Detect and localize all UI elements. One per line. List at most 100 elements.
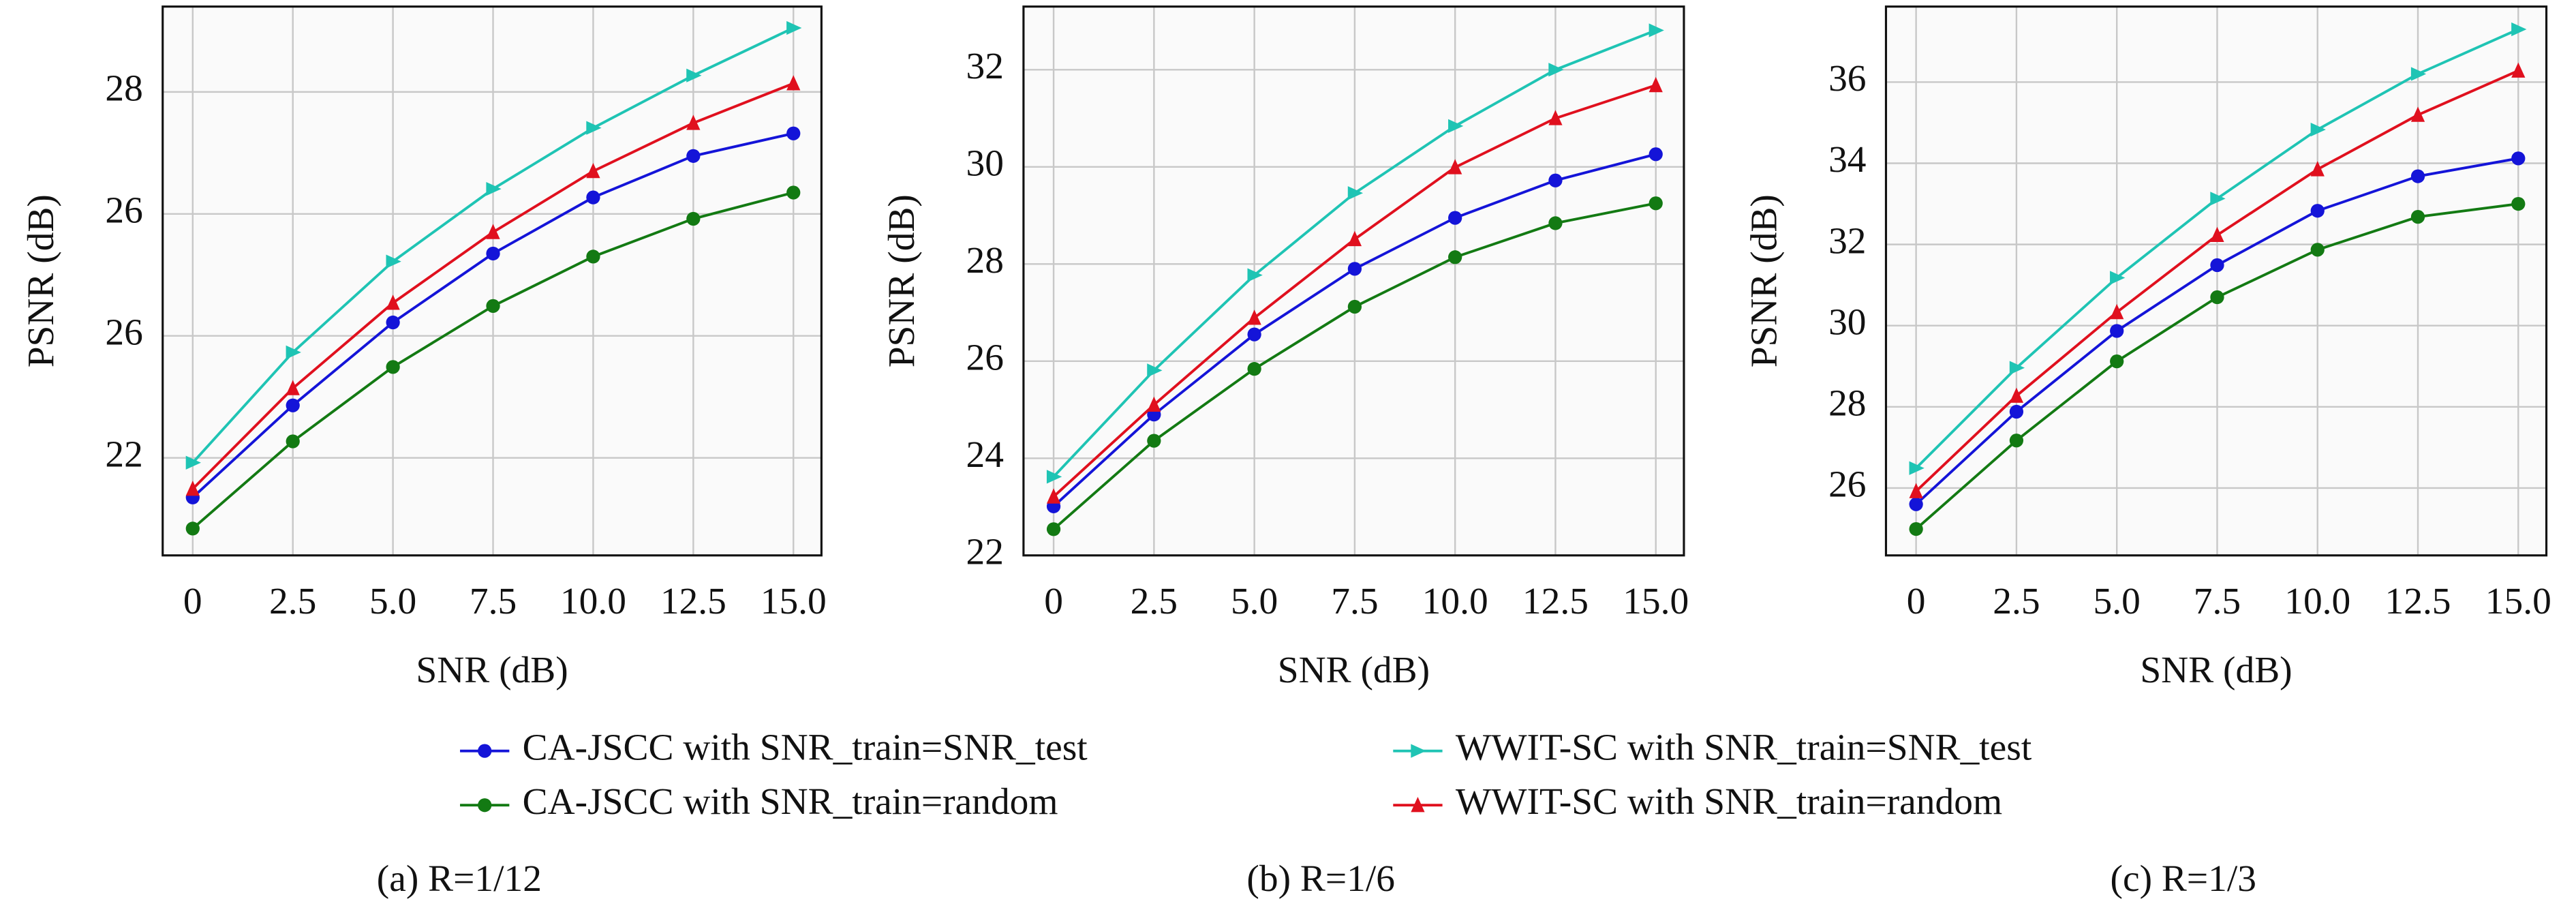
marker [1448, 250, 1462, 264]
marker [386, 360, 400, 374]
marker [1448, 211, 1462, 225]
x-tick-label: 7.5 [2194, 580, 2241, 622]
x-tick-label: 15.0 [761, 580, 827, 622]
marker [786, 185, 801, 200]
x-tick-label: 7.5 [1331, 580, 1378, 622]
x-tick-label: 7.5 [470, 580, 517, 622]
legend-marker [1411, 797, 1425, 813]
marker [1548, 63, 1564, 77]
marker [2410, 106, 2425, 122]
marker [1909, 521, 1923, 536]
marker [2110, 354, 2124, 369]
axes-frame [162, 5, 823, 557]
legend-label: WWIT-SC with SNR_train=SNR_test [1456, 726, 2032, 768]
y-tick-label: 34 [1828, 138, 1866, 180]
x-tick-label: 0 [1044, 580, 1063, 622]
y-tick-label: 28 [966, 239, 1004, 281]
y-tick-label: 26 [966, 336, 1004, 378]
marker [1147, 434, 1161, 448]
y-tick-label: 26 [105, 311, 142, 352]
marker [1909, 461, 1925, 475]
y-tick-label: 32 [1828, 219, 1866, 261]
marker [2410, 67, 2427, 81]
marker [686, 149, 701, 163]
x-tick-label: 12.5 [2385, 580, 2451, 622]
marker [2009, 361, 2025, 375]
marker [1649, 196, 1663, 211]
marker [486, 224, 500, 239]
x-tick-label: 12.5 [660, 580, 726, 622]
marker [1347, 230, 1362, 247]
plot-area [162, 6, 822, 556]
marker [2210, 258, 2224, 273]
x-tick-label: 5.0 [1231, 580, 1278, 622]
marker [2410, 169, 2425, 183]
marker [1448, 159, 1462, 175]
legend-marker [478, 744, 492, 758]
marker [2511, 196, 2526, 211]
y-tick-label: 36 [1828, 57, 1866, 99]
marker [2410, 209, 2425, 224]
marker [1046, 522, 1061, 536]
y-axis-label: PSNR (dB) [1743, 194, 1785, 367]
marker [1046, 470, 1062, 484]
marker [185, 455, 201, 470]
marker [2009, 434, 2024, 448]
marker [386, 254, 401, 269]
x-tick-label: 2.5 [269, 580, 316, 622]
x-tick-label: 0 [183, 580, 202, 622]
x-axis-label: SNR (dB) [1278, 649, 1430, 691]
marker [185, 521, 200, 536]
marker [2110, 324, 2124, 338]
x-tick-label: 5.0 [2094, 580, 2141, 622]
x-tick-label: 10.0 [2284, 580, 2350, 622]
y-tick-label: 28 [105, 67, 142, 109]
marker [2310, 122, 2326, 137]
marker [486, 246, 500, 261]
axes-frame [1022, 5, 1685, 557]
x-tick-label: 10.0 [560, 580, 626, 622]
y-axis-label: PSNR (dB) [20, 194, 61, 367]
marker [1247, 309, 1261, 325]
x-tick-label: 15.0 [1623, 580, 1689, 622]
marker [2511, 151, 2526, 166]
marker [2210, 192, 2226, 206]
marker [1909, 497, 1923, 511]
marker [1147, 396, 1161, 412]
marker [286, 380, 300, 395]
marker [1247, 268, 1263, 282]
marker [2009, 387, 2024, 403]
marker [286, 434, 300, 449]
marker [286, 398, 300, 412]
caption: (c) R=1/3 [2111, 858, 2256, 899]
marker [686, 211, 701, 226]
marker [1548, 216, 1563, 230]
y-tick-label: 22 [966, 531, 1004, 573]
x-tick-label: 10.0 [1422, 580, 1488, 622]
plot-area [1023, 6, 1684, 556]
marker [586, 249, 600, 264]
y-tick-label: 26 [105, 189, 142, 231]
marker [486, 299, 500, 314]
marker [2009, 404, 2024, 419]
marker [2511, 22, 2527, 37]
y-tick-label: 28 [1828, 382, 1866, 424]
marker [586, 121, 602, 135]
marker [586, 163, 600, 179]
marker [1147, 363, 1163, 378]
marker [2210, 290, 2224, 305]
marker [2310, 243, 2325, 257]
y-tick-label: 26 [1828, 464, 1866, 505]
legend-label: CA-JSCC with SNR_train=SNR_test [523, 726, 1088, 768]
axes-frame [1884, 5, 2548, 557]
marker [1247, 327, 1261, 342]
caption: (b) R=1/6 [1246, 858, 1395, 899]
marker [2310, 204, 2325, 218]
marker [2110, 271, 2126, 285]
marker [1548, 173, 1563, 187]
x-tick-label: 0 [1907, 580, 1926, 622]
marker [2310, 161, 2325, 177]
legend-marker [478, 798, 492, 813]
marker [786, 20, 802, 35]
